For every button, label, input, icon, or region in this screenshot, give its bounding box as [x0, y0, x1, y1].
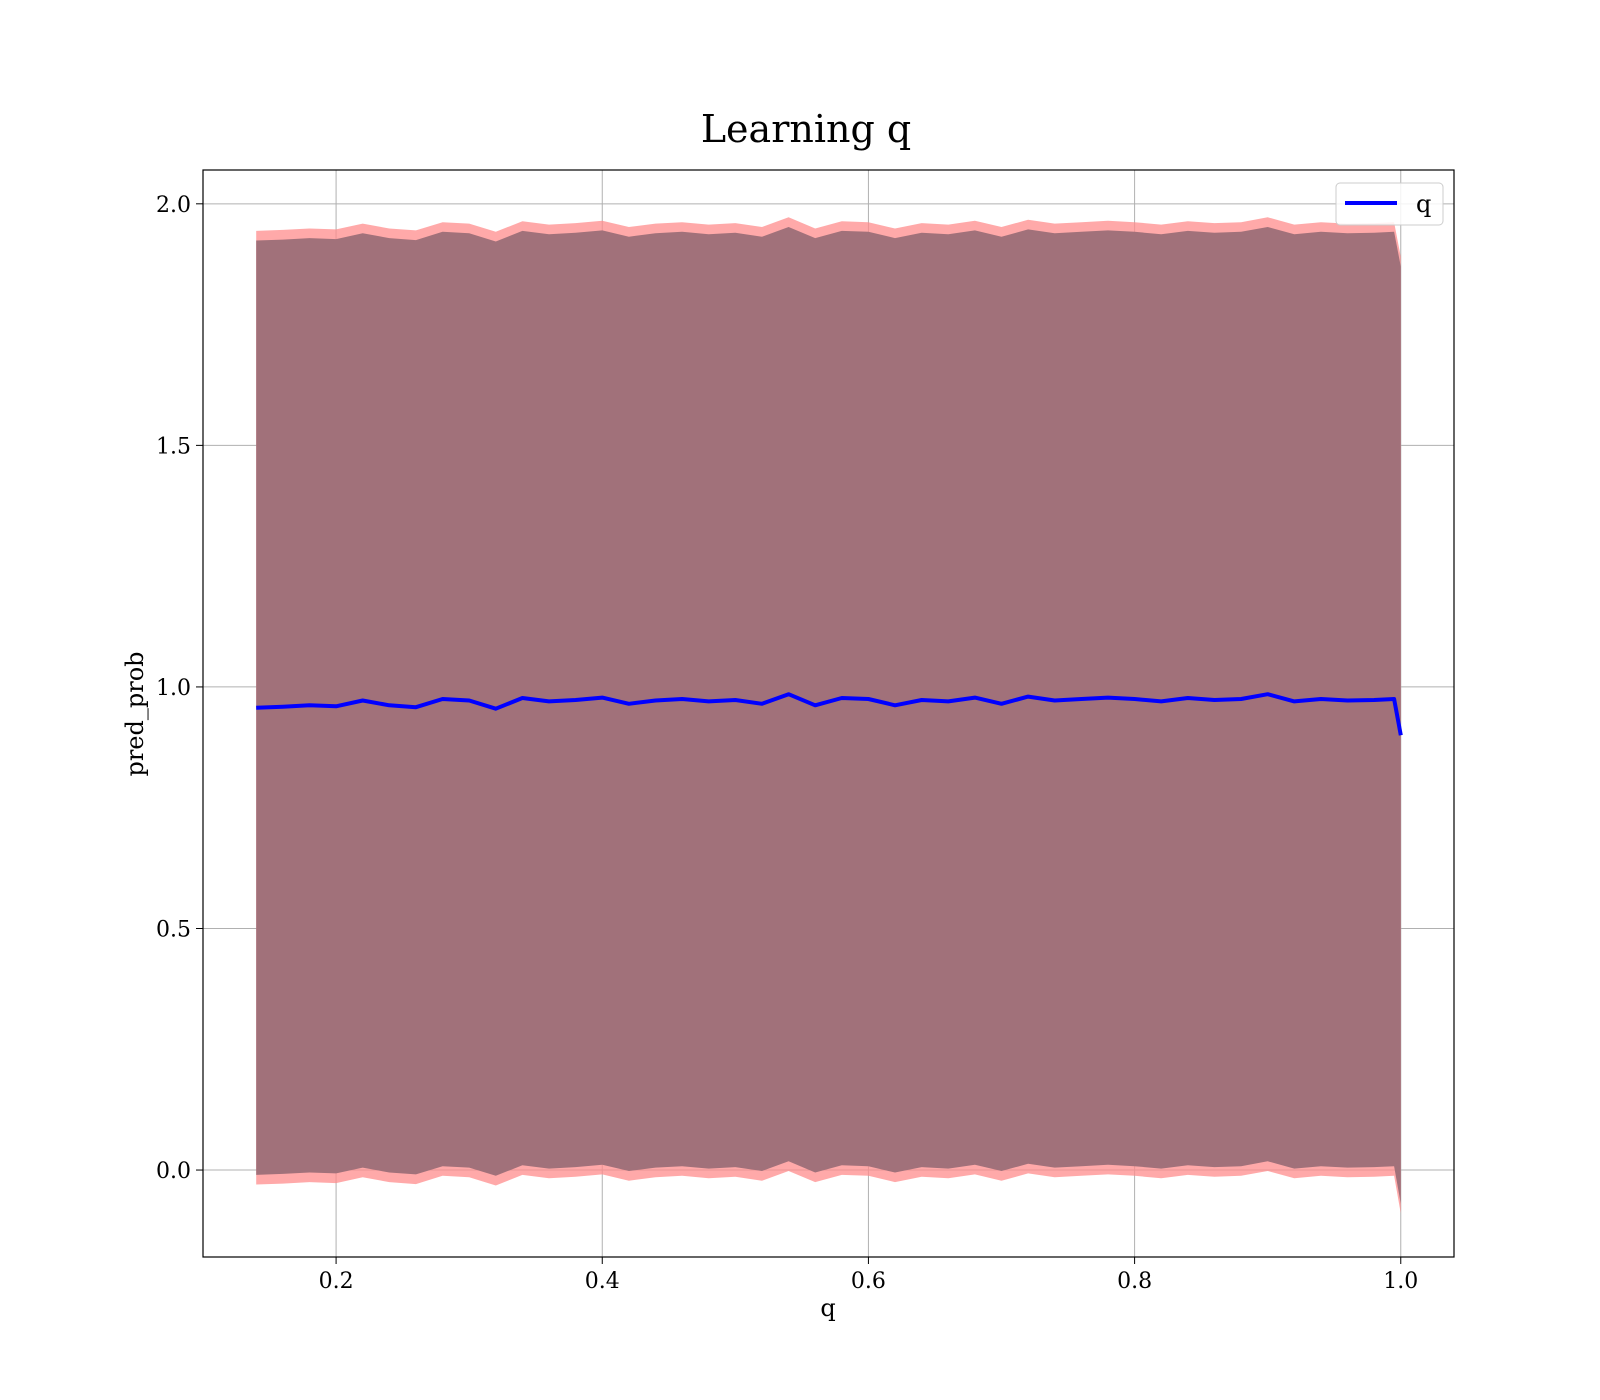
x-tick-label: 0.4: [585, 1269, 620, 1294]
x-tick-label: 0.2: [319, 1269, 354, 1294]
series-line-q: [256, 692, 1403, 736]
x-tick-label: 0.8: [1117, 1269, 1152, 1294]
y-tick-label: 1.0: [156, 676, 191, 701]
x-tick-label: 1.0: [1383, 1269, 1418, 1294]
confidence-band: [256, 227, 1401, 1204]
chart-title: Learning q: [701, 107, 911, 151]
ticks: 0.2 0.4 0.6 0.8 1.0 0.0 0.5 1.0 1.5 2.0: [156, 193, 1418, 1294]
line-layer: [256, 692, 1403, 736]
band-layer: [256, 217, 1401, 1214]
y-tick-label: 0.0: [156, 1159, 191, 1184]
x-axis-label: q: [820, 1294, 835, 1322]
x-tick-label: 0.6: [851, 1269, 886, 1294]
legend: q: [1335, 182, 1444, 226]
y-axis-label: pred_prob: [121, 651, 149, 776]
y-tick-label: 2.0: [156, 193, 191, 218]
plot-frame: [202, 169, 1455, 1258]
legend-entry-q: q: [1416, 190, 1431, 218]
y-tick-label: 1.5: [156, 434, 191, 459]
y-tick-label: 0.5: [156, 917, 191, 942]
